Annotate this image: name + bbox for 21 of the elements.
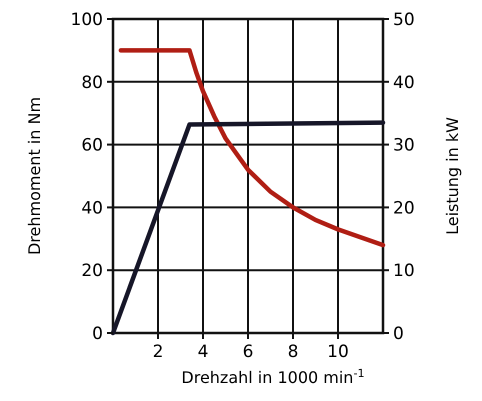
- y2-tick-label: 20: [393, 198, 415, 218]
- line-series: [118, 48, 386, 248]
- y-tick-label: 60: [81, 136, 103, 156]
- y2-tick-label: 10: [393, 261, 415, 282]
- y2-tick-label: 0: [393, 324, 404, 344]
- x-axis-title: Drehzahl in 1000 min$^{-1}$: [181, 366, 365, 387]
- y-tick-label: 40: [81, 198, 103, 218]
- x-tick-label: 10: [327, 342, 349, 362]
- x-tick-label: 8: [288, 342, 298, 362]
- y-axis-title: Drehmoment in Nm: [25, 96, 44, 256]
- y-tick-label: 0: [92, 324, 103, 344]
- x-tick-label: 4: [198, 342, 208, 362]
- y-tick-label: 100: [70, 10, 103, 30]
- x-tick-label: 2: [152, 342, 164, 362]
- y2-tick-label: 30: [393, 136, 415, 156]
- y-tick-label: 20: [81, 261, 103, 282]
- x-tick-label: 6: [242, 342, 254, 362]
- y2-axis-title: Leistung in kW: [443, 116, 462, 235]
- y2-tick-label: 40: [393, 72, 415, 93]
- y2-tick-label: 50: [393, 10, 415, 30]
- y-tick-label: 80: [81, 72, 103, 93]
